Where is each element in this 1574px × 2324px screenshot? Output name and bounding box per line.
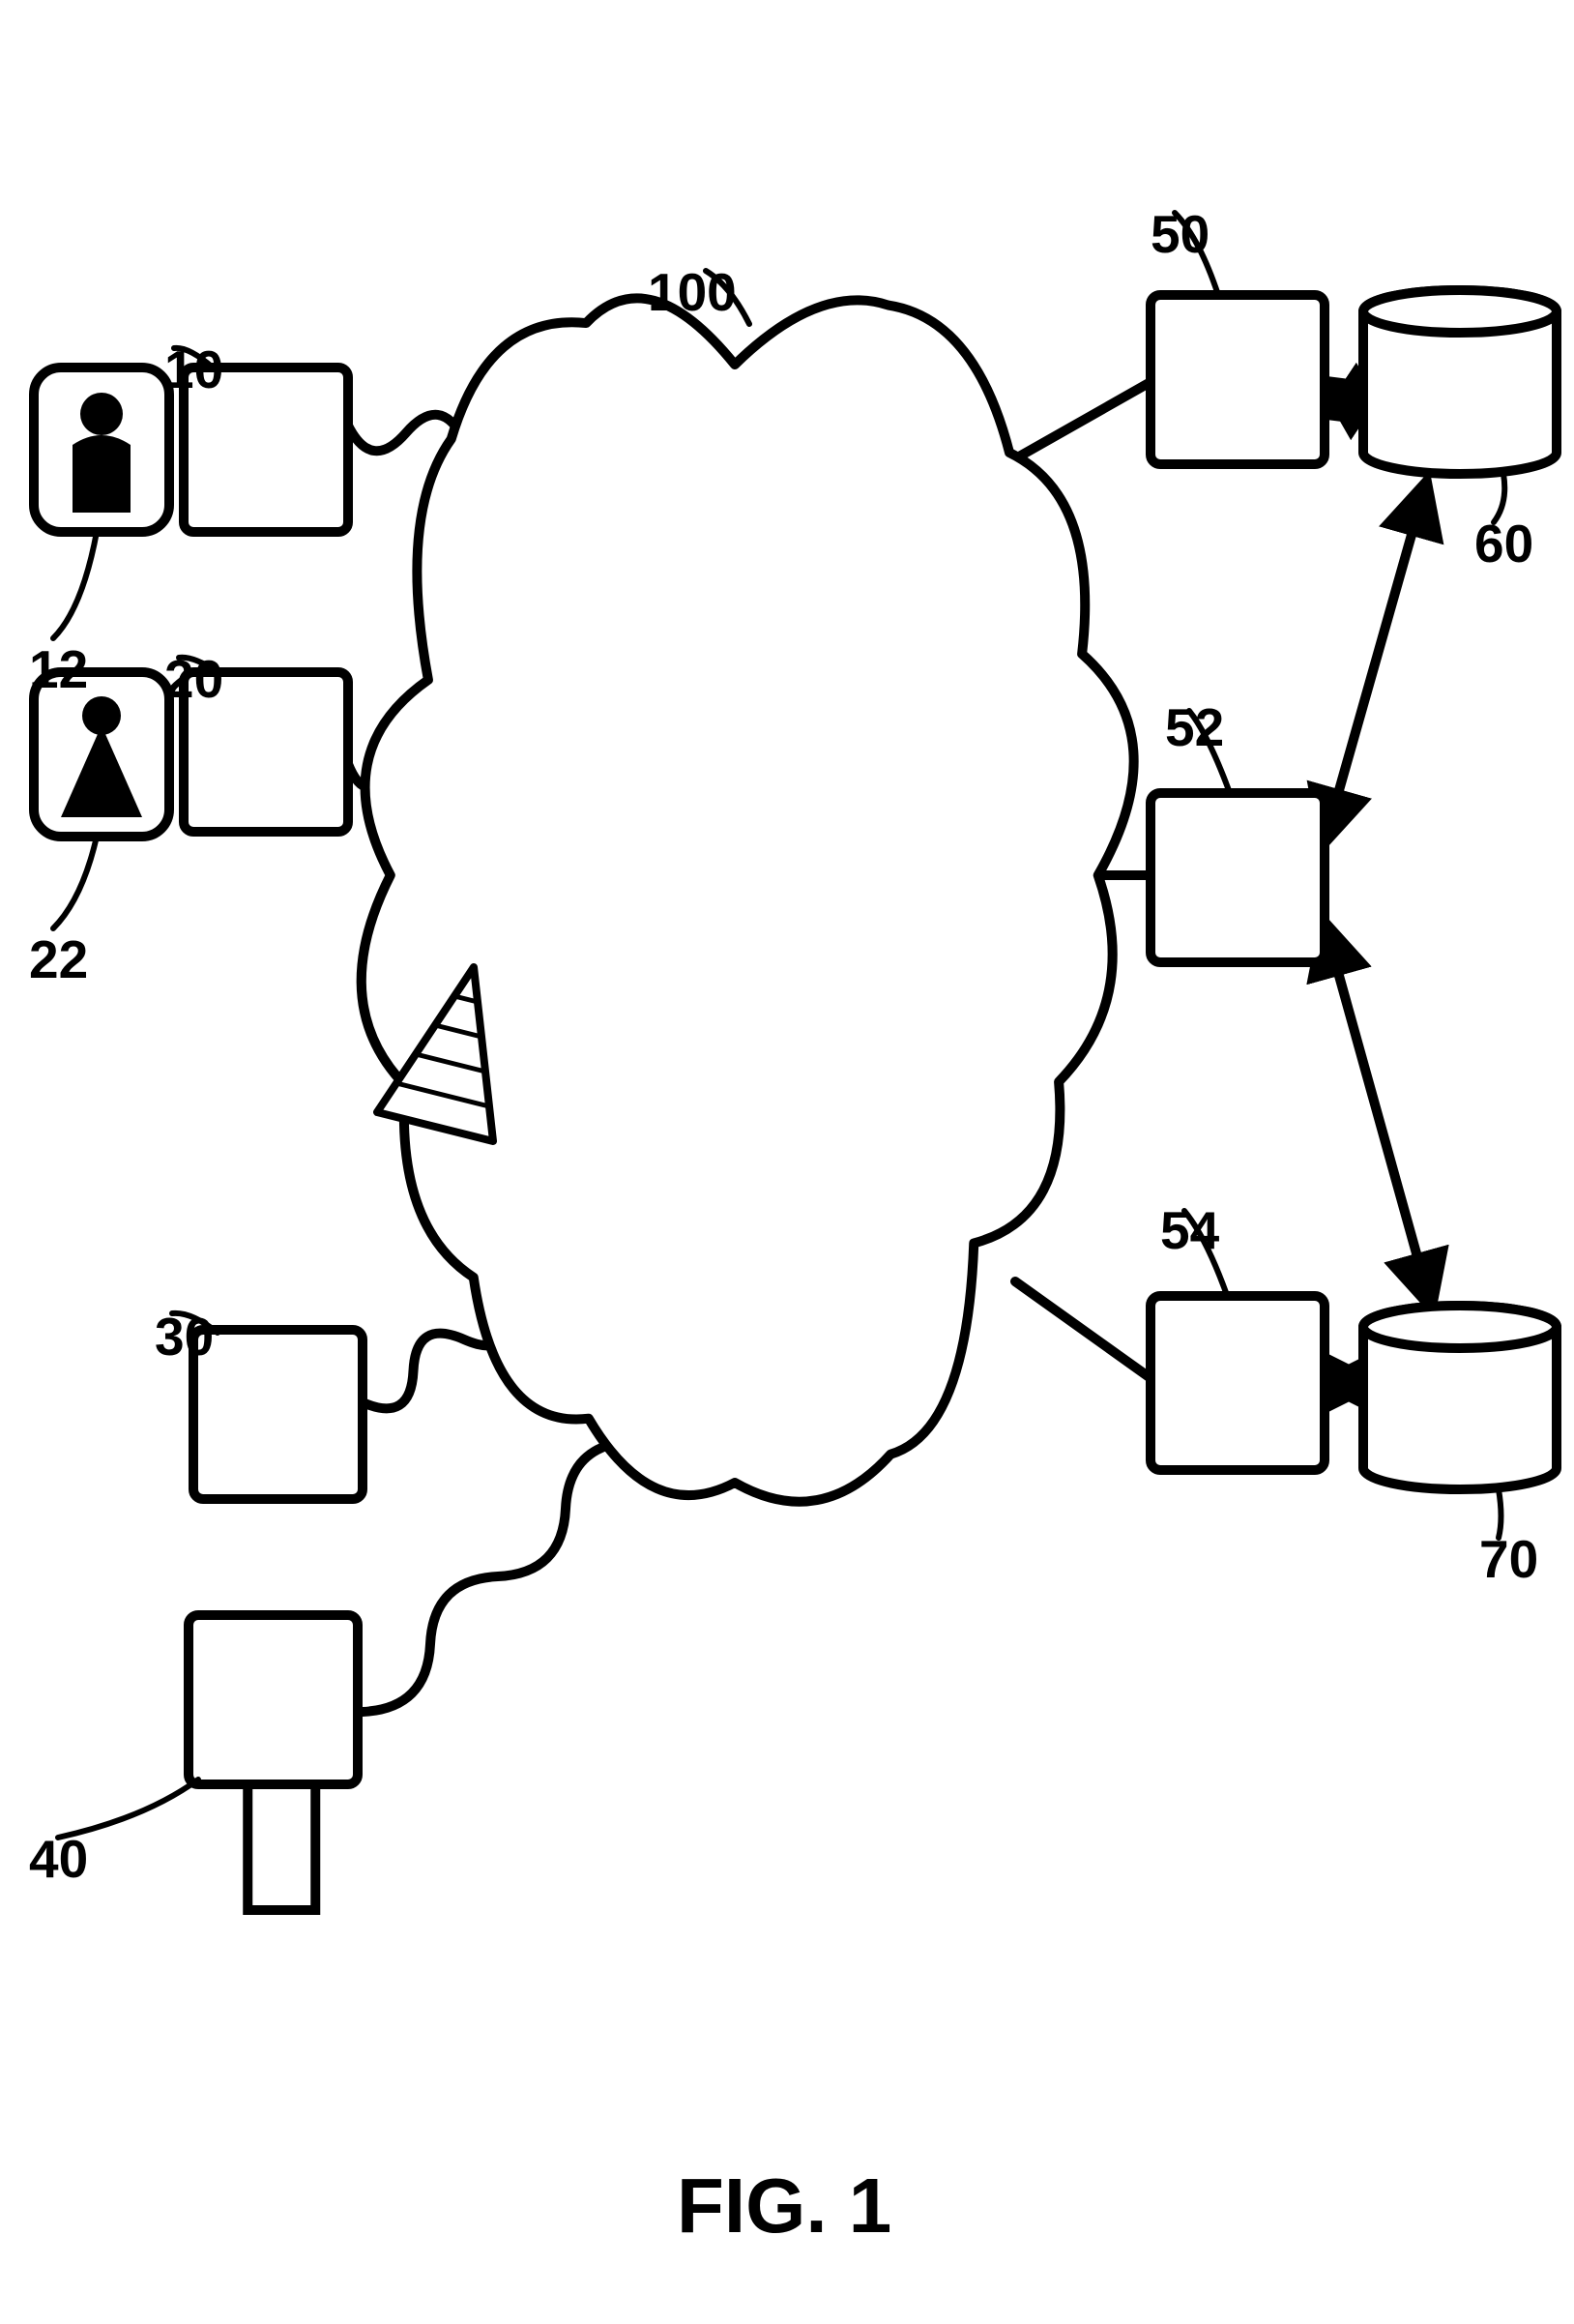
server-52-box (1151, 793, 1325, 962)
label-50: 50 (1151, 203, 1210, 265)
cloud-layer (362, 298, 1134, 1501)
leader-l22 (53, 837, 97, 928)
link-server52-db70 (1325, 924, 1431, 1306)
server-50-box (1151, 295, 1325, 464)
label-54: 54 (1160, 1199, 1219, 1261)
label-20: 20 (164, 648, 223, 710)
label-30: 30 (155, 1306, 214, 1368)
label-70: 70 (1479, 1528, 1538, 1590)
label-100: 100 (648, 261, 737, 323)
database-70-icon (1363, 1306, 1557, 1489)
client-30-box (193, 1330, 363, 1499)
cloud-icon (362, 298, 1134, 1501)
network-diagram (0, 0, 1574, 2324)
link-cloud-server50 (1006, 382, 1151, 464)
camera-40-icon (189, 1615, 358, 1910)
user-12-avatar-icon (34, 368, 169, 532)
link-camera40-cloud (363, 1441, 633, 1712)
database-60-icon (1363, 290, 1557, 474)
label-60: 60 (1474, 513, 1533, 574)
leader-l12 (53, 532, 97, 638)
label-52: 52 (1165, 696, 1224, 758)
label-40: 40 (29, 1828, 88, 1890)
link-cloud-server54 (1015, 1281, 1151, 1378)
figure-caption: FIG. 1 (677, 2162, 891, 2250)
server-54-box (1151, 1296, 1325, 1470)
label-12: 12 (29, 638, 88, 700)
label-10: 10 (164, 338, 223, 400)
link-server52-db60 (1325, 484, 1426, 841)
figure-page: 10 12 20 22 30 40 100 50 52 54 60 70 FIG… (0, 0, 1574, 2324)
label-22: 22 (29, 928, 88, 990)
